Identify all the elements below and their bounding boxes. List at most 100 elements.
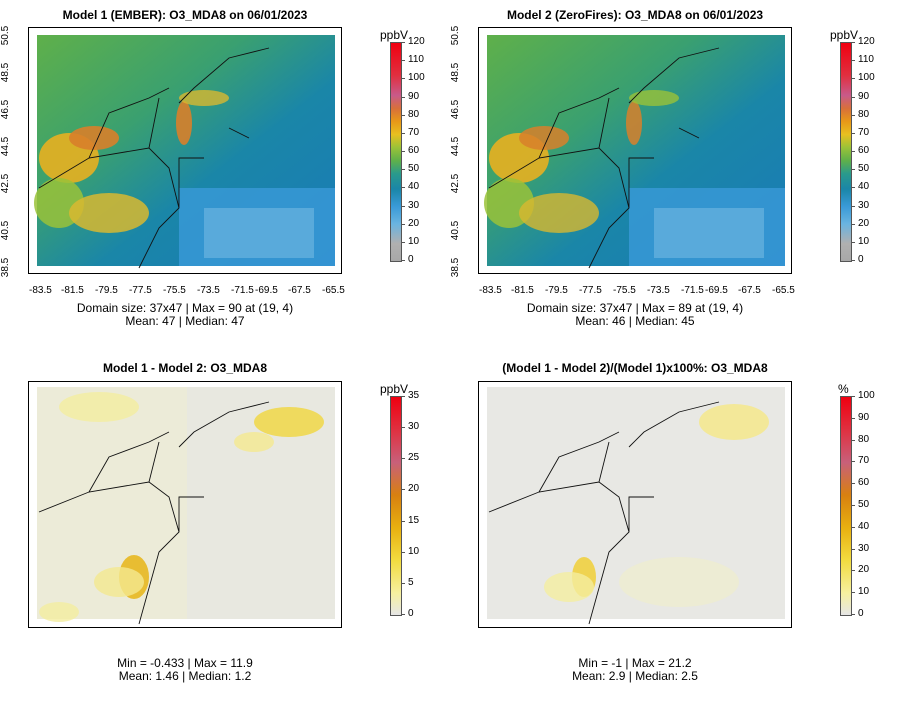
colorbar-tick-mark <box>401 169 405 171</box>
colorbar-tick-label: 60 <box>858 145 870 156</box>
colorbar-tick-label: 20 <box>858 217 870 229</box>
colorbar-tick-label: 30 <box>408 199 420 211</box>
colorbar-tick-label: 20 <box>858 564 870 576</box>
colorbar-tick-mark <box>851 78 855 80</box>
y-tick: 42.5 <box>450 173 462 194</box>
stats-line: Mean: 1.46 | Median: 1.2 <box>118 669 252 683</box>
colorbar-tick-label: 40 <box>858 181 870 193</box>
colorbar-tick-label: 70 <box>858 455 870 467</box>
colorbar-unit: ppbV <box>380 382 409 396</box>
colorbar-tick-mark <box>401 427 405 429</box>
x-tick: -79.5 <box>545 285 568 296</box>
colorbar-tick-mark <box>851 114 855 116</box>
colorbar-tick-label: 25 <box>408 452 420 464</box>
colorbar-tick-label: 100 <box>858 390 875 401</box>
map-frame <box>478 381 792 628</box>
concentration-map <box>34 35 335 269</box>
colorbar-tick-mark <box>851 223 855 225</box>
colorbar-tick-mark <box>401 223 405 225</box>
colorbar-tick-mark <box>851 396 855 397</box>
map-frame <box>28 27 342 274</box>
x-tick: -83.5 <box>29 285 52 296</box>
y-tick: 44.5 <box>450 136 462 157</box>
colorbar-tick-label: 60 <box>408 145 420 156</box>
colorbar-tick-mark <box>401 520 405 522</box>
colorbar-tick-mark <box>851 169 855 171</box>
x-tick: -65.5 <box>772 285 795 296</box>
x-tick: -65.5 <box>322 285 345 296</box>
colorbar-tick-mark <box>851 42 855 43</box>
stats-line: Mean: 46 | Median: 45 <box>575 314 695 328</box>
x-tick: -81.5 <box>61 285 84 296</box>
x-tick: -71.5 <box>231 285 254 296</box>
colorbar-unit: % <box>838 382 849 396</box>
colorbar-tick-mark <box>851 151 855 152</box>
colorbar-tick-mark <box>851 461 855 463</box>
x-tick: -69.5 <box>705 285 728 296</box>
colorbar-unit: ppbV <box>380 28 409 42</box>
colorbar-tick-mark <box>851 96 855 98</box>
colorbar-tick-mark <box>401 489 405 491</box>
colorbar-tick-mark <box>401 260 405 261</box>
x-tick: -81.5 <box>511 285 534 296</box>
y-tick: 44.5 <box>0 136 12 157</box>
y-tick: 38.5 <box>0 257 12 278</box>
x-tick: -79.5 <box>95 285 118 296</box>
colorbar-tick-mark <box>401 187 405 189</box>
colorbar-tick-mark <box>401 241 405 243</box>
colorbar-tick-mark <box>401 60 405 62</box>
colorbar-tick-mark <box>851 132 855 134</box>
x-tick: -75.5 <box>613 285 636 296</box>
colorbar-tick-mark <box>401 205 405 207</box>
y-tick: 42.5 <box>0 173 12 194</box>
colorbar-tick-label: 80 <box>858 108 870 120</box>
colorbar-tick-label: 10 <box>858 586 870 598</box>
colorbar-tick-mark <box>851 592 855 594</box>
colorbar-tick-label: 50 <box>408 163 420 175</box>
colorbar-tick-label: 100 <box>858 72 875 84</box>
colorbar-tick-label: 90 <box>858 411 870 423</box>
colorbar-tick-label: 50 <box>858 163 870 175</box>
colorbar-tick-mark <box>851 439 855 441</box>
colorbar-unit: ppbV <box>830 28 859 42</box>
y-tick: 48.5 <box>450 62 462 83</box>
colorbar-tick-mark <box>401 132 405 134</box>
colorbar-tick-mark <box>851 241 855 243</box>
x-tick: -73.5 <box>647 285 670 296</box>
colorbar-tick-label: 10 <box>858 235 870 247</box>
stats-line: Min = -1 | Max = 21.2 <box>578 656 692 670</box>
y-tick: 40.5 <box>0 220 12 241</box>
colorbar-tick-mark <box>851 417 855 419</box>
y-tick: 46.5 <box>450 99 462 120</box>
y-tick: 40.5 <box>450 220 462 241</box>
colorbar-tick-label: 20 <box>408 217 420 229</box>
colorbar-tick-label: 120 <box>408 36 425 47</box>
x-tick: -71.5 <box>681 285 704 296</box>
colorbar-tick-label: 40 <box>858 520 870 532</box>
colorbar-tick-label: 100 <box>408 72 425 84</box>
colorbar-tick-label: 30 <box>858 199 870 211</box>
colorbar-tick-label: 35 <box>408 390 420 401</box>
colorbar-tick-mark <box>851 548 855 550</box>
colorbar-tick-mark <box>401 114 405 116</box>
colorbar-tick-label: 120 <box>858 36 875 47</box>
y-tick: 50.5 <box>0 25 12 46</box>
colorbar-tick-mark <box>401 614 405 615</box>
colorbar-tick-label: 70 <box>858 126 870 138</box>
colorbar-tick-mark <box>851 60 855 62</box>
colorbar-tick-label: 0 <box>408 254 414 265</box>
stats-line: Domain size: 37x47 | Max = 90 at (19, 4) <box>76 301 294 315</box>
colorbar-tick-mark <box>851 187 855 189</box>
stats-line: Domain size: 37x47 | Max = 89 at (19, 4) <box>526 301 744 315</box>
colorbar-tick-mark <box>401 582 405 584</box>
colorbar-tick-label: 50 <box>858 499 870 510</box>
colorbar-tick-mark <box>401 458 405 460</box>
colorbar-tick-mark <box>401 396 405 397</box>
stats-line: Min = -0.433 | Max = 11.9 <box>117 656 253 670</box>
colorbar-tick-label: 0 <box>858 608 864 619</box>
colorbar-tick-mark <box>401 78 405 80</box>
colorbar-tick-label: 110 <box>408 54 424 66</box>
x-tick: -77.5 <box>129 285 152 296</box>
map-frame <box>28 381 342 628</box>
colorbar-tick-label: 80 <box>858 433 870 445</box>
